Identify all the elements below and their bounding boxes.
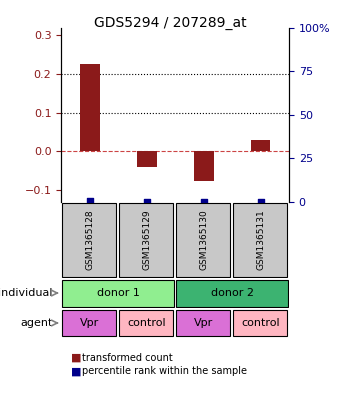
FancyBboxPatch shape [119, 310, 173, 336]
FancyBboxPatch shape [119, 203, 173, 277]
FancyBboxPatch shape [176, 203, 230, 277]
Text: GSM1365131: GSM1365131 [256, 209, 265, 270]
Text: Vpr: Vpr [194, 318, 213, 328]
Text: Vpr: Vpr [80, 318, 99, 328]
Text: transformed count: transformed count [82, 353, 172, 363]
Text: control: control [127, 318, 166, 328]
Text: GDS5294 / 207289_at: GDS5294 / 207289_at [94, 16, 246, 30]
Text: percentile rank within the sample: percentile rank within the sample [82, 366, 246, 376]
FancyBboxPatch shape [233, 310, 287, 336]
Text: ■: ■ [71, 366, 82, 376]
Text: control: control [241, 318, 280, 328]
FancyBboxPatch shape [176, 310, 230, 336]
Bar [251, 140, 271, 151]
Text: ■: ■ [71, 353, 82, 363]
Bar [80, 64, 100, 151]
Point [201, 198, 206, 205]
Text: individual: individual [0, 288, 53, 298]
Point [87, 198, 92, 204]
Bar [193, 151, 214, 180]
Text: donor 2: donor 2 [210, 288, 254, 298]
Text: agent: agent [20, 318, 53, 328]
Text: donor 1: donor 1 [97, 288, 140, 298]
Point [144, 198, 149, 205]
FancyBboxPatch shape [62, 279, 174, 307]
Text: GSM1365128: GSM1365128 [85, 209, 94, 270]
Point [258, 198, 263, 205]
Text: GSM1365129: GSM1365129 [142, 209, 151, 270]
FancyBboxPatch shape [233, 203, 287, 277]
FancyBboxPatch shape [176, 279, 288, 307]
Text: GSM1365130: GSM1365130 [199, 209, 208, 270]
FancyBboxPatch shape [62, 310, 116, 336]
FancyBboxPatch shape [62, 203, 116, 277]
Bar [137, 151, 157, 167]
